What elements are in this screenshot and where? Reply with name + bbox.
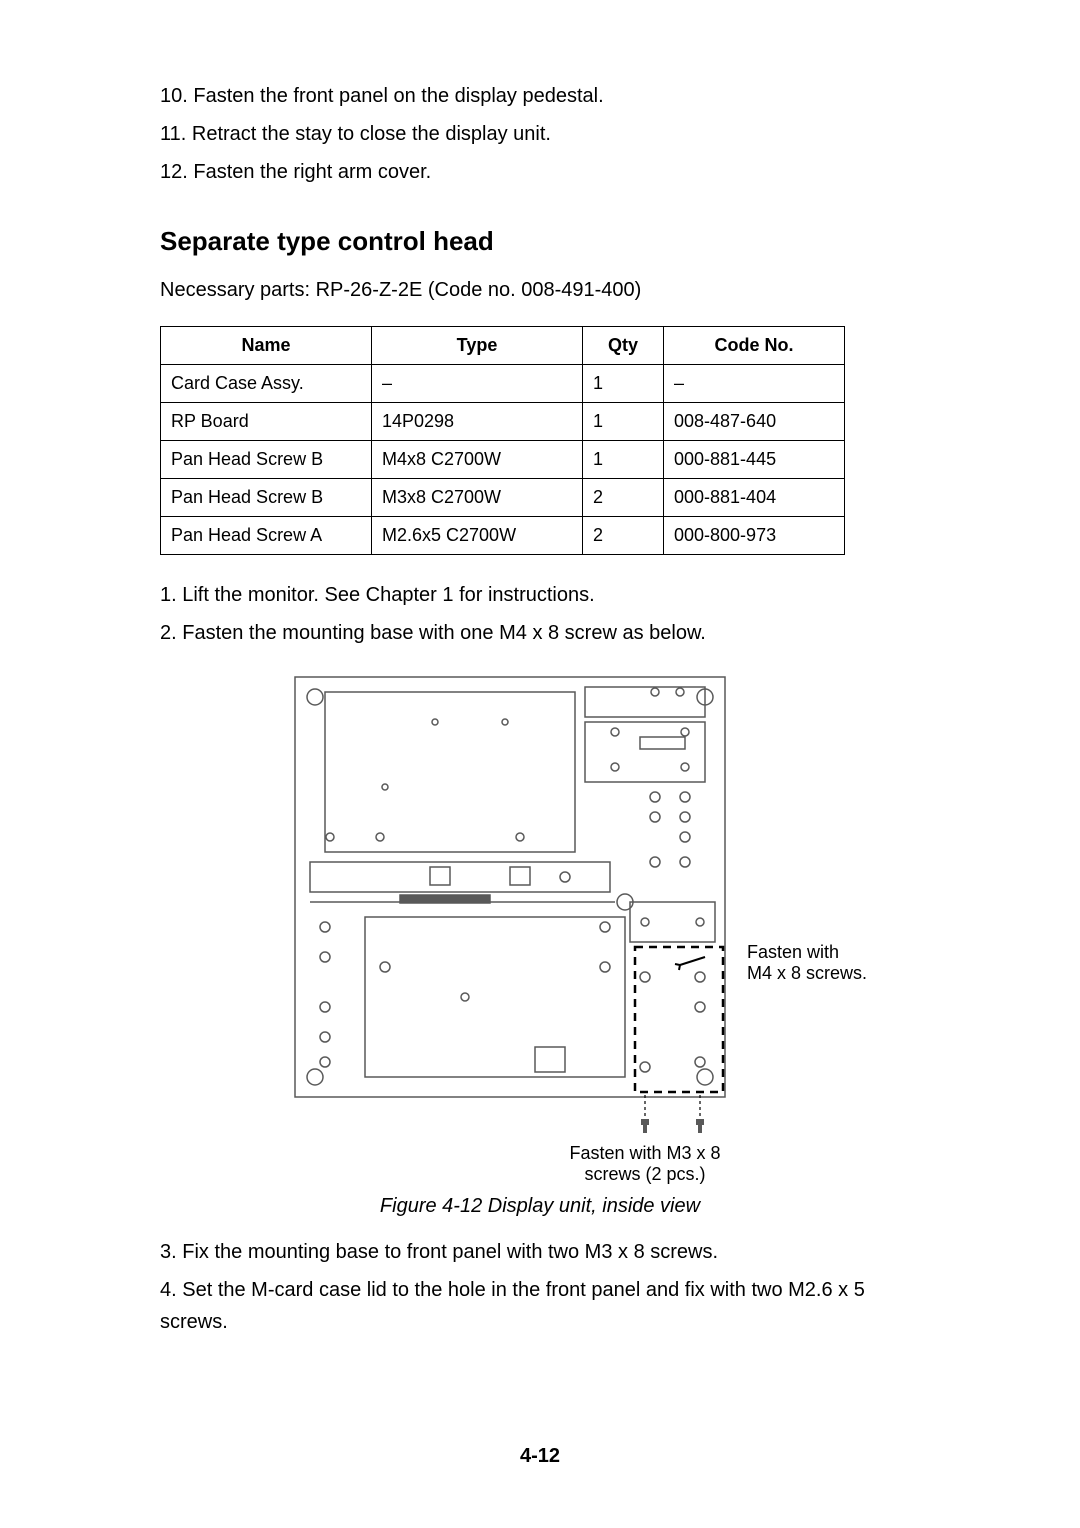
parts-table: Name Type Qty Code No. Card Case Assy. –… bbox=[160, 326, 845, 555]
figure: Fasten with M4 x 8 screws. Fasten with M… bbox=[160, 667, 920, 1218]
step-12: 12. Fasten the right arm cover. bbox=[160, 156, 920, 188]
bottom-step-list: 3. Fix the mounting base to front panel … bbox=[160, 1236, 920, 1338]
step-1: 1. Lift the monitor. See Chapter 1 for i… bbox=[160, 579, 920, 611]
display-unit-diagram bbox=[285, 667, 735, 1147]
diagram-row: Fasten with M4 x 8 screws. bbox=[160, 667, 920, 1147]
cell: Pan Head Screw B bbox=[161, 441, 372, 479]
table-row: RP Board 14P0298 1 008-487-640 bbox=[161, 403, 845, 441]
step-4: 4. Set the M-card case lid to the hole i… bbox=[160, 1274, 920, 1338]
cell: Card Case Assy. bbox=[161, 365, 372, 403]
cell: 000-881-404 bbox=[664, 479, 845, 517]
cell: 000-881-445 bbox=[664, 441, 845, 479]
cell: 1 bbox=[583, 365, 664, 403]
th-code: Code No. bbox=[664, 327, 845, 365]
cell: 000-800-973 bbox=[664, 517, 845, 555]
step-11: 11. Retract the stay to close the displa… bbox=[160, 118, 920, 150]
step-3: 3. Fix the mounting base to front panel … bbox=[160, 1236, 920, 1268]
cell: RP Board bbox=[161, 403, 372, 441]
label-m3x8-2: screws (2 pcs.) bbox=[370, 1164, 920, 1185]
th-name: Name bbox=[161, 327, 372, 365]
table-row: Pan Head Screw A M2.6x5 C2700W 2 000-800… bbox=[161, 517, 845, 555]
cell: Pan Head Screw A bbox=[161, 517, 372, 555]
mid-step-list: 1. Lift the monitor. See Chapter 1 for i… bbox=[160, 579, 920, 649]
step-10: 10. Fasten the front panel on the displa… bbox=[160, 80, 920, 112]
page-number: 4-12 bbox=[0, 1445, 1080, 1468]
cell: 1 bbox=[583, 403, 664, 441]
table-header-row: Name Type Qty Code No. bbox=[161, 327, 845, 365]
cell: 1 bbox=[583, 441, 664, 479]
cell: M2.6x5 C2700W bbox=[372, 517, 583, 555]
step-2: 2. Fasten the mounting base with one M4 … bbox=[160, 617, 920, 649]
label-fasten-with: Fasten with bbox=[747, 942, 867, 963]
figure-right-labels: Fasten with M4 x 8 screws. bbox=[747, 942, 867, 984]
table-row: Pan Head Screw B M4x8 C2700W 1 000-881-4… bbox=[161, 441, 845, 479]
table-row: Card Case Assy. – 1 – bbox=[161, 365, 845, 403]
cell: 2 bbox=[583, 517, 664, 555]
cell: – bbox=[372, 365, 583, 403]
cell: 14P0298 bbox=[372, 403, 583, 441]
necessary-parts: Necessary parts: RP-26-Z-2E (Code no. 00… bbox=[160, 279, 920, 302]
cell: M4x8 C2700W bbox=[372, 441, 583, 479]
label-m4x8: M4 x 8 screws. bbox=[747, 963, 867, 984]
figure-caption: Figure 4-12 Display unit, inside view bbox=[160, 1195, 920, 1218]
figure-below-labels: Fasten with M3 x 8 screws (2 pcs.) bbox=[370, 1143, 920, 1185]
th-qty: Qty bbox=[583, 327, 664, 365]
cell: – bbox=[664, 365, 845, 403]
cell: Pan Head Screw B bbox=[161, 479, 372, 517]
cell: M3x8 C2700W bbox=[372, 479, 583, 517]
cell: 2 bbox=[583, 479, 664, 517]
cell: 008-487-640 bbox=[664, 403, 845, 441]
table-row: Pan Head Screw B M3x8 C2700W 2 000-881-4… bbox=[161, 479, 845, 517]
top-step-list: 10. Fasten the front panel on the displa… bbox=[160, 80, 920, 188]
section-heading: Separate type control head bbox=[160, 226, 920, 257]
page: 10. Fasten the front panel on the displa… bbox=[0, 0, 1080, 1528]
th-type: Type bbox=[372, 327, 583, 365]
